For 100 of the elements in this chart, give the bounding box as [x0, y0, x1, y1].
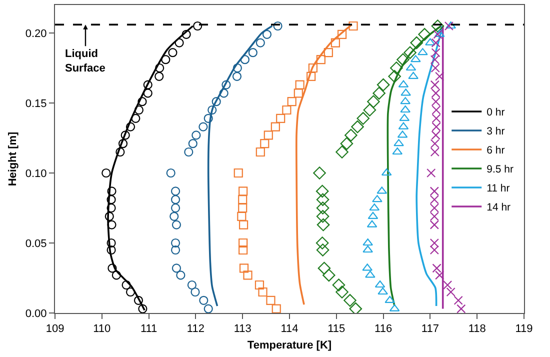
point	[238, 195, 248, 204]
point	[316, 218, 330, 232]
point	[192, 130, 201, 140]
point	[363, 104, 376, 116]
point	[170, 186, 180, 196]
point	[295, 80, 304, 90]
point	[332, 278, 346, 292]
point	[418, 48, 428, 56]
point	[138, 97, 147, 106]
point	[316, 210, 330, 223]
point	[431, 130, 440, 140]
x-tick-label: 116	[374, 323, 392, 336]
point	[204, 114, 213, 123]
point	[324, 48, 333, 58]
point	[430, 186, 439, 196]
point	[198, 122, 208, 132]
y-tick-label: 0.00	[25, 308, 47, 320]
point	[243, 270, 252, 280]
y-tick-label: 0.20	[25, 28, 47, 40]
x-tick-label: 115	[328, 323, 346, 336]
point	[336, 286, 348, 298]
point	[262, 30, 272, 39]
point	[106, 203, 116, 213]
point	[374, 280, 386, 288]
point	[170, 212, 179, 221]
point	[143, 80, 152, 90]
point	[248, 48, 258, 58]
point	[172, 264, 182, 273]
point	[404, 46, 416, 59]
point	[318, 262, 331, 275]
point	[432, 122, 441, 132]
point	[362, 245, 373, 253]
point	[430, 63, 440, 73]
point	[208, 105, 217, 115]
point	[410, 36, 423, 50]
x-tick-label: 117	[421, 323, 439, 336]
point	[287, 97, 296, 106]
point	[222, 80, 231, 90]
point	[349, 302, 362, 313]
point	[294, 88, 303, 98]
x-axis-title: Temperature [K]	[247, 339, 332, 352]
point	[392, 147, 403, 155]
point	[134, 105, 144, 115]
point	[316, 184, 329, 198]
point	[443, 280, 452, 290]
point	[237, 212, 246, 221]
point	[344, 294, 356, 307]
point	[170, 245, 180, 255]
point	[172, 220, 182, 230]
point	[372, 195, 382, 202]
point	[430, 147, 440, 157]
x-tick-label: 112	[186, 323, 204, 336]
point	[238, 245, 248, 255]
point	[256, 147, 265, 157]
point	[188, 139, 198, 148]
point	[190, 287, 200, 297]
point	[446, 287, 456, 297]
point	[107, 186, 116, 196]
point	[240, 55, 250, 64]
point	[446, 21, 456, 29]
point	[316, 244, 330, 256]
point	[432, 114, 441, 123]
point	[166, 168, 176, 178]
point	[406, 63, 416, 71]
point	[344, 128, 358, 142]
point	[112, 270, 121, 280]
point	[313, 166, 326, 180]
point	[431, 97, 440, 106]
point	[430, 80, 440, 90]
point	[322, 268, 336, 282]
point	[365, 270, 376, 278]
point	[430, 238, 439, 248]
point	[425, 38, 436, 46]
point	[432, 264, 442, 273]
ref-line-label: Liquid Surface	[65, 48, 106, 74]
point	[118, 139, 128, 148]
point	[238, 203, 248, 213]
point	[170, 238, 180, 248]
point	[108, 264, 117, 273]
point	[430, 139, 440, 148]
point	[400, 105, 411, 113]
point	[337, 30, 347, 39]
point	[308, 63, 318, 73]
point	[219, 88, 228, 98]
point	[400, 88, 411, 96]
point	[316, 236, 329, 250]
point	[199, 296, 208, 305]
point	[432, 105, 441, 115]
point	[272, 304, 281, 313]
point	[238, 186, 248, 196]
point	[161, 55, 170, 64]
point	[126, 122, 136, 132]
point	[388, 70, 401, 83]
point	[430, 220, 439, 230]
point	[435, 72, 444, 81]
point	[266, 296, 276, 305]
point	[212, 97, 221, 106]
point	[134, 296, 144, 305]
point	[378, 287, 388, 295]
point	[193, 21, 202, 31]
